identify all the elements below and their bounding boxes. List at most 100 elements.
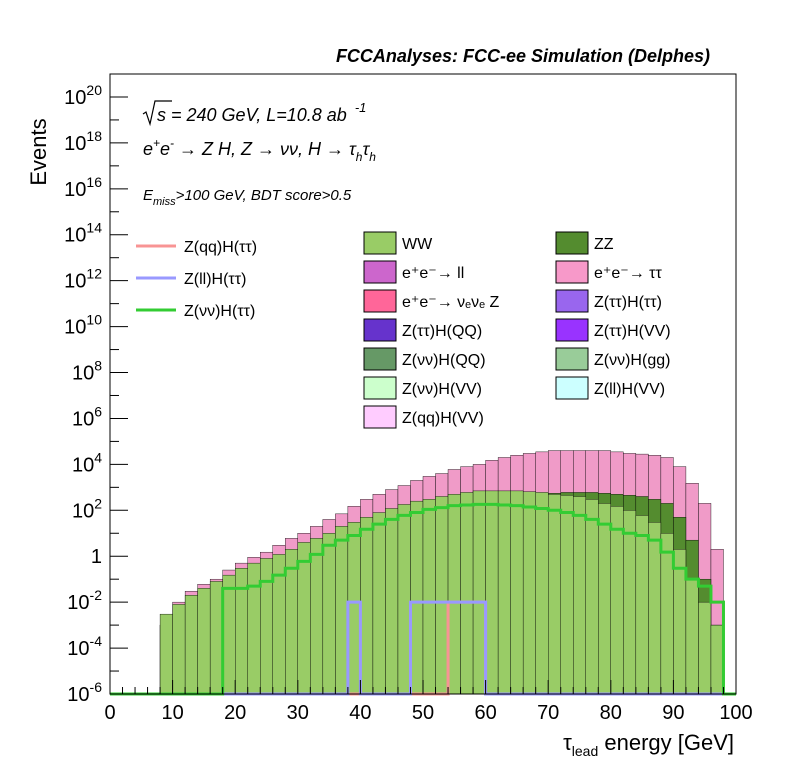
legend-label: e⁺e⁻→ νₑνₑ Z: [402, 294, 499, 311]
bar: [397, 504, 411, 695]
legend-label: Z(νν)H(gg): [594, 352, 670, 369]
legend-fill-swatch: [363, 405, 397, 429]
legend-label: Z(qq)H(VV): [402, 410, 484, 427]
legend-fill-swatch: [363, 318, 397, 342]
legend-label: ZZ: [594, 236, 614, 253]
legend-fill-swatch: [363, 347, 397, 371]
y-tick-label: 102: [72, 495, 102, 522]
legend-label: Z(ll)H(VV): [594, 381, 665, 398]
bar: [285, 549, 298, 695]
bar: [372, 512, 386, 695]
bar: [472, 490, 486, 695]
axes: 0 10 20 30 40 50 60 70 80 90 10010-610-410-2110210…: [64, 73, 753, 724]
bar: [548, 494, 561, 695]
legend-label: Z(ττ)H(VV): [594, 323, 671, 340]
bar: [460, 492, 474, 695]
y-tick-label: 10-2: [67, 587, 102, 614]
legend-label: WW: [402, 236, 433, 253]
bar: [422, 499, 436, 695]
y-tick-label: 1012: [64, 266, 102, 293]
annotation-block: s = 240 GeV, L=10.8 ab -1 e+e- → Z H, Z →…: [142, 100, 376, 208]
y-tick-label: 1014: [64, 220, 102, 247]
y-tick-label: 10-6: [67, 679, 102, 706]
sqrt-sign: [142, 100, 172, 127]
legend-fill-swatch: [555, 318, 589, 342]
x-tick-label: 0: [104, 702, 115, 724]
bar: [297, 542, 311, 695]
bar: [322, 533, 336, 695]
bar: [497, 490, 511, 695]
bar: [660, 533, 674, 695]
process-text: e+e- → Z H, Z → νν, H → τhτh: [143, 136, 376, 164]
bar: [310, 538, 324, 695]
x-tick-label: 100: [719, 702, 752, 724]
legend-fill-swatch: [555, 289, 589, 313]
x-tick-label: 60: [474, 702, 496, 724]
y-tick-label: 106: [72, 403, 102, 430]
x-tick-label: 30: [287, 702, 309, 724]
bar: [635, 515, 649, 695]
x-tick-label: 10: [161, 702, 183, 724]
bar: [410, 500, 424, 695]
legend-fill-swatch: [363, 231, 397, 255]
legend-label: Z(ττ)H(QQ): [402, 323, 482, 340]
y-tick-label: 10-4: [67, 633, 102, 660]
legend-fill-swatch: [555, 347, 589, 371]
x-tick-label: 40: [349, 702, 371, 724]
bar: [447, 494, 461, 695]
y-tick-label: 1020: [64, 82, 102, 109]
legend: Z(qq)H(ττ) Z(ll)H(ττ) Z(νν)H(ττ) WW ZZ e⁺e⁻→ …: [136, 231, 671, 429]
bar: [648, 522, 662, 695]
legend-label: e⁺e⁻→ ττ: [594, 265, 662, 282]
legend-label: Z(νν)H(QQ): [402, 352, 486, 369]
bar: [573, 496, 586, 695]
x-axis-label: τlead energy [GeV]: [563, 730, 734, 759]
bar: [610, 506, 624, 695]
legend-label: Z(νν)H(VV): [402, 381, 482, 398]
x-tick-label: 50: [412, 702, 434, 724]
y-tick-label: 108: [72, 358, 102, 385]
signal-line-2: [110, 502, 736, 696]
chart-title: FCCAnalyses: FCC-ee Simulation (Delphes): [336, 46, 710, 66]
legend-label: Z(ττ)H(ττ): [594, 294, 662, 311]
bar: [673, 549, 687, 695]
x-tick-label: 90: [662, 702, 684, 724]
y-tick-label: 1016: [64, 174, 102, 201]
legend-fill-swatch: [555, 260, 589, 284]
bar: [598, 503, 612, 695]
y-tick-label: 1: [91, 546, 102, 568]
bar: [698, 601, 712, 695]
y-tick-label: 1018: [64, 128, 102, 155]
bar: [209, 581, 223, 695]
energy-lumi-text: s = 240 GeV, L=10.8 ab -1: [157, 100, 366, 125]
cut-text: Emiss>100 GeV, BDT score>0.5: [143, 187, 352, 208]
y-tick-label: 104: [72, 449, 102, 476]
bar: [435, 496, 449, 695]
bar: [485, 490, 499, 695]
bar: [197, 588, 211, 695]
bar: [172, 604, 186, 695]
x-tick-label: 70: [537, 702, 559, 724]
x-tick-label: 20: [224, 702, 246, 724]
bar: [623, 510, 637, 695]
legend-fill-swatch: [555, 231, 589, 255]
x-tick-label: 80: [600, 702, 622, 724]
bar: [560, 495, 574, 695]
bar: [385, 508, 399, 695]
y-tick-label: 1010: [64, 312, 102, 339]
bar: [335, 526, 349, 695]
bar: [184, 595, 198, 695]
legend-label: Z(ll)H(ττ): [184, 271, 246, 288]
series-2: [159, 490, 724, 695]
legend-fill-swatch: [363, 376, 397, 400]
legend-label: Z(νν)H(ττ): [184, 303, 255, 320]
legend-label: e⁺e⁻→ ll: [402, 265, 464, 282]
legend-fill-swatch: [555, 376, 589, 400]
bar: [260, 558, 273, 695]
bar: [222, 574, 236, 695]
legend-label: Z(qq)H(ττ): [184, 239, 257, 256]
bar: [710, 624, 724, 695]
bar: [685, 578, 699, 695]
bar: [159, 613, 173, 695]
